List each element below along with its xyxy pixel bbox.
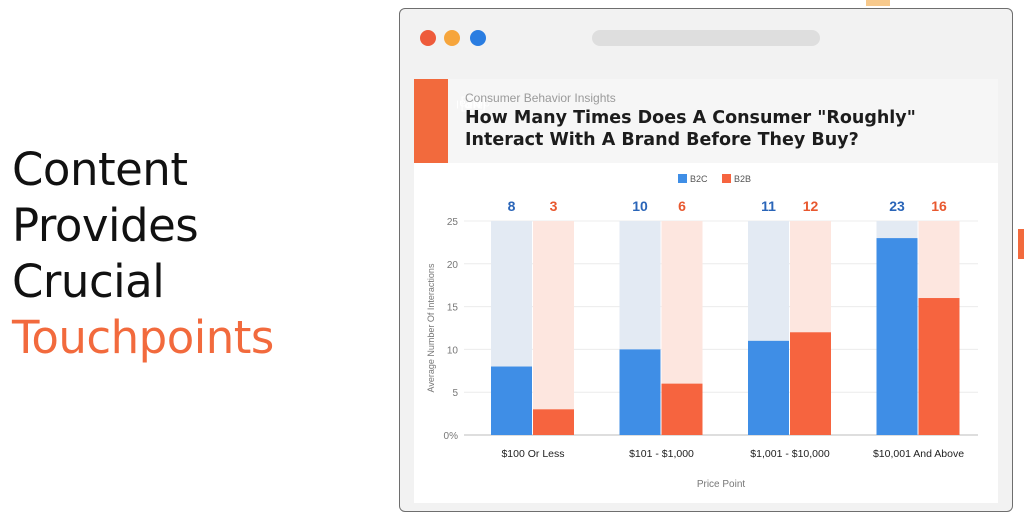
bar: [533, 409, 574, 435]
legend-label: B2C: [690, 174, 708, 184]
x-tick-label: $1,001 - $10,000: [750, 448, 830, 460]
y-tick-label: 0%: [444, 431, 459, 442]
headline-accent: Touchpoints: [12, 311, 274, 364]
y-tick-label: 20: [447, 260, 459, 271]
x-tick-label: $10,001 And Above: [873, 448, 964, 460]
card-title-line-2: Interact With A Brand Before They Buy?: [465, 130, 859, 150]
data-label: 23: [889, 198, 905, 214]
headline-line-3: Crucial: [12, 255, 165, 308]
x-tick-label: $100 Or Less: [501, 448, 564, 460]
legend-label: B2B: [734, 174, 751, 184]
maximize-dot[interactable]: [470, 30, 486, 46]
data-label: 6: [678, 198, 686, 214]
data-label: 3: [550, 198, 558, 214]
card-eyebrow: Consumer Behavior Insights: [465, 91, 616, 105]
card-header: NP digital Consumer Behavior Insights How…: [414, 79, 998, 163]
data-label: 16: [931, 198, 947, 214]
headline-line-2: Provides: [12, 199, 199, 252]
decorative-accent-top: [866, 0, 890, 6]
decorative-accent-right: [1018, 229, 1024, 259]
bar: [619, 349, 661, 435]
bar: [790, 332, 831, 435]
bar: [876, 238, 918, 435]
np-digital-logo: NP digital: [414, 79, 490, 163]
bar: [748, 340, 789, 435]
chart-card: NP digital Consumer Behavior Insights How…: [414, 79, 998, 503]
close-dot[interactable]: [420, 30, 436, 46]
data-label: 8: [508, 198, 516, 214]
address-bar[interactable]: [592, 30, 820, 46]
data-label: 12: [803, 198, 819, 214]
legend-swatch: [722, 174, 731, 183]
y-axis-label: Average Number Of Interactions: [426, 263, 436, 392]
y-tick-label: 5: [452, 388, 458, 399]
y-tick-label: 15: [447, 303, 459, 314]
data-label: 11: [761, 198, 776, 214]
bar: [661, 383, 703, 435]
card-title-line-1: How Many Times Does A Consumer "Roughly": [465, 108, 916, 128]
y-tick-label: 10: [447, 345, 459, 356]
card-title: How Many Times Does A Consumer "Roughly"…: [465, 107, 916, 151]
x-tick-label: $101 - $1,000: [629, 448, 694, 460]
headline-line-1: Content: [12, 143, 188, 196]
bar: [491, 366, 532, 435]
minimize-dot[interactable]: [444, 30, 460, 46]
y-tick-label: 25: [447, 217, 459, 228]
legend-swatch: [678, 174, 687, 183]
headline: Content Provides Crucial Touchpoints: [12, 142, 274, 366]
bar-chart: 0% 5 10 15 20 25 B2C B2B 8 3 $100 Or Less 10 6 $101 -…: [426, 174, 978, 490]
data-label: 10: [632, 198, 648, 214]
bar: [918, 298, 960, 435]
bar-background: [533, 221, 574, 435]
x-axis-label: Price Point: [697, 479, 746, 490]
browser-window: NP digital Consumer Behavior Insights How…: [399, 8, 1013, 512]
